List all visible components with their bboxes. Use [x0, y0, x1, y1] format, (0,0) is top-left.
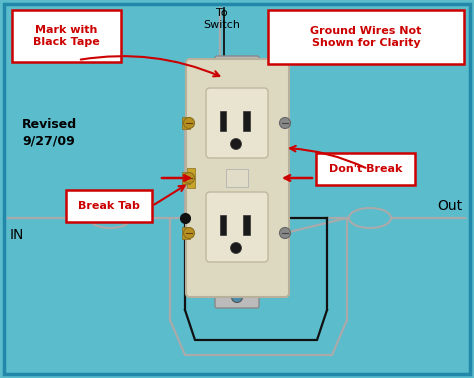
FancyBboxPatch shape	[244, 214, 250, 234]
FancyBboxPatch shape	[244, 110, 250, 130]
Text: To
Switch: To Switch	[203, 8, 240, 30]
Circle shape	[280, 228, 291, 239]
FancyBboxPatch shape	[220, 214, 227, 234]
FancyBboxPatch shape	[268, 10, 464, 64]
Circle shape	[231, 62, 243, 73]
Circle shape	[183, 172, 194, 183]
Circle shape	[230, 243, 241, 254]
FancyBboxPatch shape	[215, 56, 259, 78]
Bar	[187, 168, 195, 188]
Text: IN: IN	[10, 228, 24, 242]
FancyBboxPatch shape	[186, 59, 289, 297]
Ellipse shape	[89, 208, 131, 228]
Circle shape	[231, 291, 243, 302]
Text: Don't Break: Don't Break	[329, 164, 402, 174]
Text: Ground Wires Not
Shown for Clarity: Ground Wires Not Shown for Clarity	[310, 26, 422, 48]
Bar	[182, 117, 190, 129]
Text: Mark with
Black Tape: Mark with Black Tape	[33, 25, 100, 47]
FancyBboxPatch shape	[215, 286, 259, 308]
Circle shape	[280, 118, 291, 129]
Text: Break Tab: Break Tab	[78, 201, 140, 211]
FancyBboxPatch shape	[66, 190, 152, 222]
FancyBboxPatch shape	[316, 153, 415, 185]
FancyBboxPatch shape	[206, 88, 268, 158]
FancyBboxPatch shape	[226, 169, 248, 187]
FancyBboxPatch shape	[220, 110, 227, 130]
Circle shape	[183, 118, 194, 129]
Circle shape	[183, 228, 194, 239]
Bar	[182, 172, 190, 184]
Ellipse shape	[349, 208, 391, 228]
Circle shape	[230, 138, 241, 150]
Ellipse shape	[212, 87, 232, 123]
FancyBboxPatch shape	[227, 58, 247, 298]
Text: Out: Out	[437, 199, 462, 213]
FancyBboxPatch shape	[206, 192, 268, 262]
Text: Revised
9/27/09: Revised 9/27/09	[22, 118, 77, 148]
FancyBboxPatch shape	[12, 10, 121, 62]
Bar	[182, 227, 190, 239]
